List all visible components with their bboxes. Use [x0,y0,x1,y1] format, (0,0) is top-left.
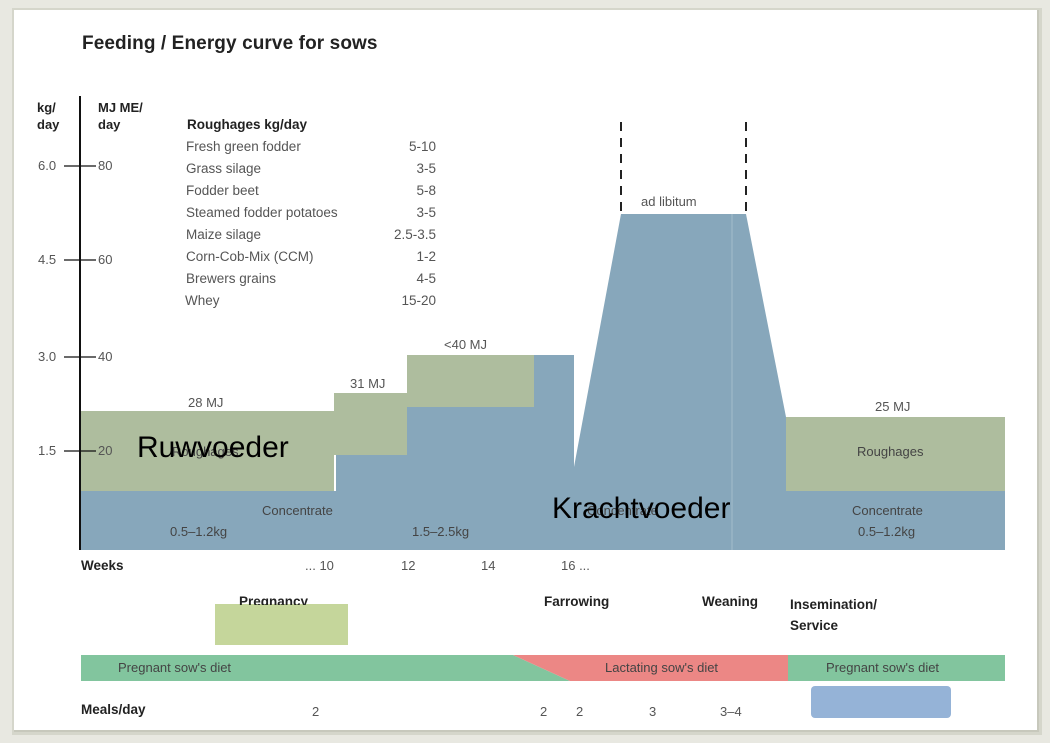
diet-bar-pregnant-left [81,655,570,681]
roughage-area-2 [334,393,407,455]
mj-header-line1: MJ ME/ [98,100,143,115]
roughage-row: Corn-Cob-Mix (CCM) 1-2 [186,249,436,271]
concentrate-area [81,214,1005,550]
roughage-value: 1-2 [416,249,436,264]
roughage-row: Brewers grains 4-5 [186,271,436,293]
label-concentrate-mid: Concentrate [587,503,658,518]
roughage-value: 3-5 [416,205,436,220]
roughage-row: Maize silage 2.5-3.5 [186,227,436,249]
roughage-row: Steamed fodder potatoes 3-5 [186,205,436,227]
label-kg-right: 0.5–1.2kg [858,524,916,539]
diet-bar-pregnant-right [788,655,1005,681]
tick-mj-40: 40 [98,349,113,364]
kg-header-line2: day [37,117,60,132]
meals-value: 2 [576,704,584,719]
diet-bar-lactating [513,655,788,681]
highlight-box-blue [811,686,951,718]
roughage-value: 5-8 [416,183,436,198]
week-tick-10: ... 10 [305,558,334,573]
overlay-krachtvoeder: Krachtvoeder [552,492,731,525]
week-tick-14: 14 [481,558,496,573]
roughage-value: 5-10 [408,139,436,154]
week-tick-16: 16 ... [561,558,590,573]
roughage-row: Fodder beet 5-8 [186,183,436,205]
roughage-name: Fresh green fodder [186,139,301,154]
tick-kg-4-5: 4.5 [38,252,57,267]
roughage-name: Grass silage [186,161,262,176]
roughage-value: 3-5 [416,161,436,176]
y-axis-mj-header: MJ ME/ day [98,99,143,133]
roughage-name: Steamed fodder potatoes [186,205,338,220]
diet-label-pregnant-left: Pregnant sow's diet [118,660,232,675]
phase-insemination: Insemination/ Service [790,594,877,636]
chart-title: Feeding / Energy curve for sows [82,33,378,54]
week-tick-12: 12 [401,558,416,573]
roughages-table-title: Roughages kg/day [187,117,308,132]
roughage-name: Fodder beet [186,183,259,198]
highlight-box-green [215,604,348,645]
roughage-name: Corn-Cob-Mix (CCM) [186,249,314,264]
overlay-ruwvoeder: Ruwvoeder [137,431,289,464]
label-ad-libitum: ad libitum [641,194,697,209]
roughage-value: 4-5 [416,271,436,286]
phase-pregnancy: Pregnancy [239,594,309,605]
roughage-name: Brewers grains [186,271,277,286]
weeks-label: Weeks [81,558,124,573]
roughage-row: Grass silage 3-5 [186,161,436,183]
meals-value: 2 [540,704,548,719]
roughage-value: 2.5-3.5 [393,227,436,242]
roughage-name: Maize silage [186,227,262,242]
roughage-row: Fresh green fodder 5-10 [186,139,436,161]
roughage-area-3 [407,355,534,407]
y-axis-kg-header: kg/ day [37,99,59,133]
meals-value: 3–4 [720,704,742,719]
roughage-row: Whey 15-20 [185,293,436,315]
phase-insemination-line1: Insemination/ [790,597,878,612]
label-roughages-left: Roughages [172,444,239,459]
label-31-mj: 31 MJ [350,376,386,391]
tick-mj-20: 20 [98,443,113,458]
roughage-value: 15-20 [401,293,436,308]
phase-insemination-line2: Service [790,618,839,633]
diet-label-lactating: Lactating sow's diet [605,660,719,675]
label-kg-left: 0.5–1.2kg [170,524,228,539]
meals-value: 3 [649,704,657,719]
label-concentrate-right: Concentrate [852,503,923,518]
roughage-name: Whey [185,293,220,308]
label-roughages-right: Roughages [857,444,924,459]
phase-farrowing: Farrowing [544,594,610,609]
tick-kg-6: 6.0 [38,158,57,173]
tick-kg-3: 3.0 [38,349,57,364]
label-concentrate-left: Concentrate [262,503,333,518]
roughages-table: Fresh green fodder 5-10 Grass silage 3-5… [185,139,436,315]
roughage-area-right [786,417,1005,491]
tick-mj-60: 60 [98,252,113,267]
label-40-mj: <40 MJ [444,337,487,352]
tick-kg-1-5: 1.5 [38,443,57,458]
meals-label: Meals/day [81,702,146,717]
phase-weaning: Weaning [702,594,759,609]
label-28-mj: 28 MJ [188,395,224,410]
kg-header-line1: kg/ [37,100,56,115]
diet-label-pregnant-right: Pregnant sow's diet [826,660,940,675]
label-kg-mid: 1.5–2.5kg [412,524,470,539]
mj-header-line2: day [98,117,121,132]
label-25-mj: 25 MJ [875,399,911,414]
meals-value: 2 [312,704,320,719]
roughage-area-1 [81,411,334,491]
tick-mj-80: 80 [98,158,113,173]
